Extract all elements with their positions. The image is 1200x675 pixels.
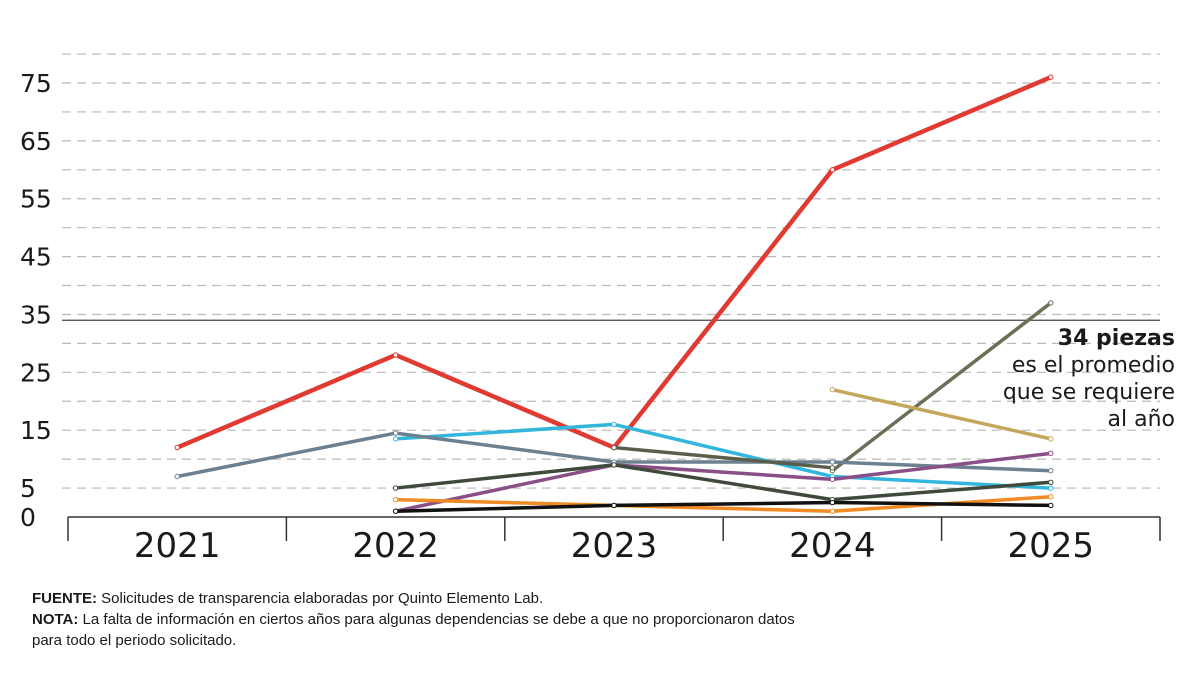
x-axis-ticks: 2021 2022 2023 2024 2025 <box>134 526 1094 566</box>
data-point <box>392 352 399 358</box>
data-point <box>1048 436 1054 442</box>
data-point <box>611 462 617 468</box>
note-text-continued: para todo el periodo solicitado. <box>32 632 237 649</box>
data-point <box>829 386 836 393</box>
series-line <box>830 301 1053 473</box>
data-point <box>1048 300 1054 306</box>
y-tick-label: 5 <box>20 474 36 503</box>
data-point <box>611 421 617 428</box>
line-chart: 05 15 25 35 45 55 65 75 2021 2022 2023 2024 2025 <box>20 53 1161 566</box>
series-lines <box>174 74 1054 514</box>
series-line <box>612 445 835 470</box>
data-point <box>1048 485 1054 491</box>
data-point <box>829 508 836 514</box>
y-tick-label: 0 <box>20 503 36 532</box>
average-annotation: 34 piezas es el promedio que se requiere… <box>1003 325 1175 433</box>
y-tick-label: 45 <box>20 243 52 272</box>
data-point <box>829 499 836 506</box>
data-point <box>392 508 399 514</box>
series-line <box>174 74 1054 450</box>
y-tick-label: 15 <box>20 416 52 445</box>
series-line <box>830 387 1053 441</box>
data-point <box>829 459 836 465</box>
series-line <box>393 422 1053 490</box>
data-point <box>392 436 399 442</box>
gridlines <box>62 53 1160 489</box>
series-line <box>393 451 1053 513</box>
data-point <box>392 430 399 436</box>
data-point <box>1048 494 1054 500</box>
data-point <box>611 502 617 509</box>
footnotes: FUENTE: Solicitudes de transparencia ela… <box>32 588 795 651</box>
y-tick-label: 55 <box>20 185 52 214</box>
annotation-headline: 34 piezas <box>1057 326 1175 351</box>
data-point <box>1048 479 1054 485</box>
data-point <box>1048 502 1054 509</box>
series-line <box>393 500 1053 513</box>
y-tick-label: 75 <box>20 69 52 98</box>
data-point <box>829 167 836 173</box>
data-point <box>829 476 836 483</box>
data-point <box>829 465 836 471</box>
data-point <box>611 444 617 451</box>
note-text: NOTA: La falta de información en ciertos… <box>32 611 795 628</box>
source-note: FUENTE: Solicitudes de transparencia ela… <box>32 590 544 607</box>
x-tick-label: 2024 <box>789 526 876 566</box>
x-tick-label: 2025 <box>1008 526 1095 566</box>
x-tick-label: 2021 <box>134 526 221 566</box>
x-tick-label: 2023 <box>571 526 658 566</box>
data-point <box>174 444 180 451</box>
data-point <box>1048 450 1054 457</box>
y-axis-ticks: 05 15 25 35 45 55 65 75 <box>20 69 52 532</box>
data-point <box>392 485 399 491</box>
annotation-line: que se requiere <box>1002 380 1175 405</box>
x-tick-label: 2022 <box>352 526 439 566</box>
y-tick-label: 35 <box>20 300 52 329</box>
y-tick-label: 25 <box>20 358 52 387</box>
data-point <box>174 473 180 480</box>
annotation-line: al año <box>1107 407 1175 432</box>
data-point <box>1048 74 1054 80</box>
x-axis <box>67 516 1161 541</box>
data-point <box>392 496 399 503</box>
annotation-line: es el promedio <box>1011 353 1175 378</box>
y-tick-label: 65 <box>20 127 52 156</box>
data-point <box>1048 468 1054 474</box>
series-line <box>393 463 1053 502</box>
